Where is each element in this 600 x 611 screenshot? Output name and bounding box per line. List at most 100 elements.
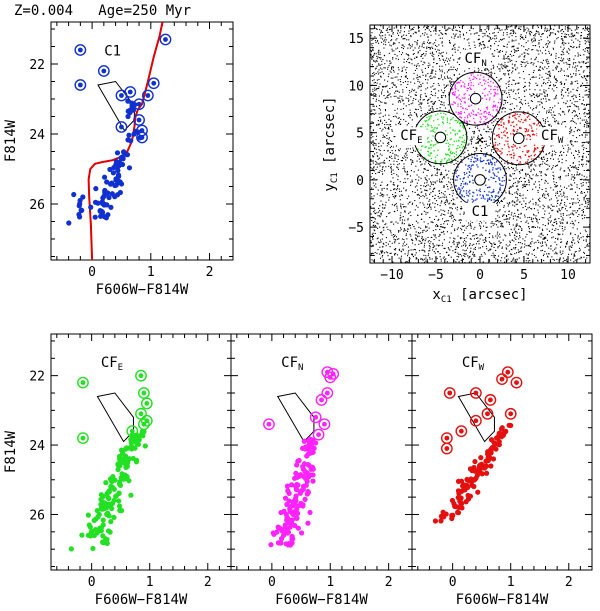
field-star xyxy=(546,158,548,160)
field-star xyxy=(544,125,546,127)
field-star xyxy=(506,254,508,256)
field-star xyxy=(512,91,514,93)
field-star xyxy=(568,25,570,27)
field-star xyxy=(489,72,491,74)
field-star xyxy=(450,246,452,248)
field-star xyxy=(489,37,491,39)
field-star xyxy=(574,29,576,31)
field-star xyxy=(470,143,472,145)
field-star xyxy=(535,241,537,243)
field-star xyxy=(443,233,445,235)
field-star xyxy=(454,26,456,28)
field-star xyxy=(521,53,523,55)
field-star xyxy=(496,66,498,68)
field-star xyxy=(432,184,434,186)
field-star xyxy=(492,67,494,69)
field-star xyxy=(393,172,395,174)
field-star xyxy=(468,261,470,263)
field-star xyxy=(469,255,471,257)
field-star xyxy=(401,70,403,72)
field-star xyxy=(471,222,473,224)
field-star xyxy=(451,214,453,216)
field-star xyxy=(447,247,449,249)
field-star xyxy=(383,187,385,189)
field-star xyxy=(577,55,579,57)
field-star xyxy=(579,43,581,45)
field-star xyxy=(528,252,530,254)
field-star xyxy=(581,61,583,63)
field-star xyxy=(449,193,451,195)
field-star xyxy=(413,53,415,55)
field-star xyxy=(420,116,422,118)
field-star xyxy=(561,199,563,201)
field-star xyxy=(463,237,465,239)
field-star xyxy=(434,88,436,90)
field-star xyxy=(578,156,580,158)
field-star xyxy=(378,100,380,102)
field-star xyxy=(424,251,426,253)
field-star xyxy=(383,47,385,49)
field-star xyxy=(392,196,394,198)
field-star xyxy=(538,241,540,243)
field-star xyxy=(440,231,442,233)
field-star xyxy=(513,173,515,175)
field-star xyxy=(540,245,542,247)
field-star xyxy=(523,200,525,202)
field-star xyxy=(458,261,460,263)
field-star xyxy=(400,216,402,218)
field-star xyxy=(415,237,417,239)
field-star xyxy=(388,165,390,167)
field-star xyxy=(525,197,527,199)
field-star xyxy=(542,238,544,240)
field-star xyxy=(561,60,563,62)
field-star xyxy=(541,217,543,219)
field-star xyxy=(410,249,412,251)
field-star xyxy=(390,45,392,47)
field-star xyxy=(405,233,407,235)
field-star xyxy=(436,168,438,170)
field-star xyxy=(471,257,473,259)
field-star xyxy=(543,196,545,198)
field-star xyxy=(512,168,514,170)
field-star xyxy=(536,84,538,86)
field-star xyxy=(522,238,524,240)
field-star xyxy=(436,244,438,246)
field-star xyxy=(482,239,484,241)
field-star xyxy=(388,26,390,28)
field-star xyxy=(563,84,565,86)
field-star xyxy=(429,164,431,166)
field-star xyxy=(484,45,486,47)
field-star xyxy=(442,91,444,93)
field-star xyxy=(394,43,396,45)
field-star xyxy=(434,198,436,200)
field-star xyxy=(404,178,406,180)
field-star xyxy=(429,42,431,44)
field-star xyxy=(585,104,587,106)
field-star xyxy=(404,153,406,155)
field-star xyxy=(464,70,466,72)
field-star xyxy=(387,94,389,96)
field-star xyxy=(412,33,414,35)
field-star xyxy=(509,241,511,243)
field-star xyxy=(532,49,534,51)
field-star xyxy=(528,164,530,166)
field-star xyxy=(387,184,389,186)
field-star xyxy=(588,249,590,251)
field-star xyxy=(502,226,504,228)
field-star xyxy=(569,49,571,51)
field-star xyxy=(533,208,535,210)
field-star xyxy=(573,174,575,176)
field-star xyxy=(383,207,385,209)
field-star xyxy=(445,196,447,198)
field-star xyxy=(415,98,417,100)
field-star xyxy=(415,32,417,34)
field-star xyxy=(448,110,450,112)
field-star xyxy=(561,43,563,45)
field-star xyxy=(544,179,546,181)
field-star xyxy=(531,95,533,97)
field-star xyxy=(409,257,411,259)
field-star xyxy=(439,53,441,55)
field-star xyxy=(571,76,573,78)
field-star xyxy=(501,50,503,52)
field-star xyxy=(441,101,443,103)
